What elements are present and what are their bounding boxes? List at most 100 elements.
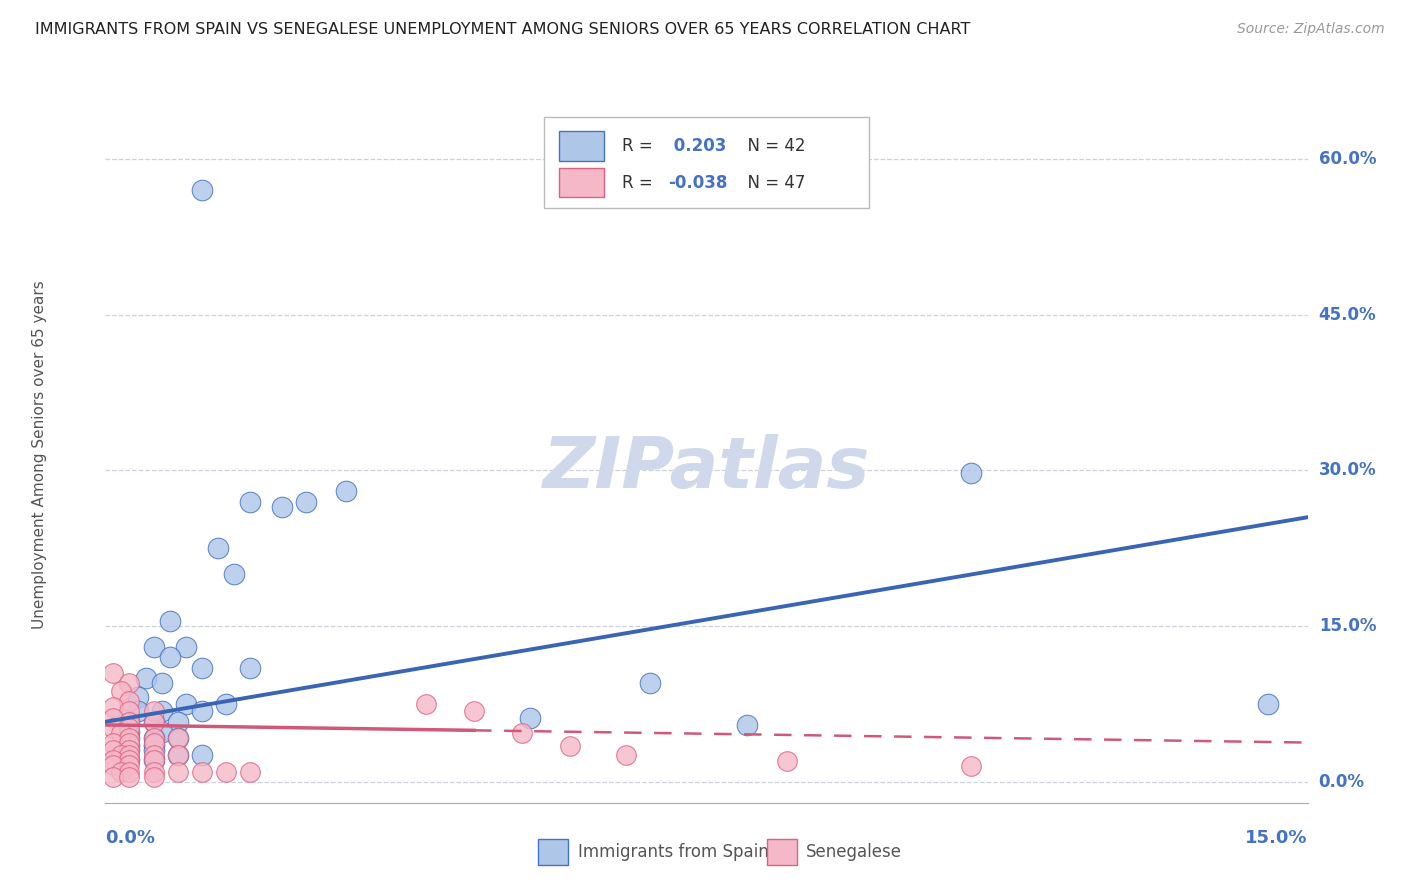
Point (118, 770, 141, 784)
Point (166, 714, 188, 729)
Point (190, 747, 212, 762)
Point (207, 541, 229, 556)
Point (166, 747, 188, 762)
Point (159, 650, 181, 665)
Point (110, 726, 132, 740)
Point (118, 721, 141, 735)
Point (118, 725, 141, 739)
Point (166, 731, 188, 746)
Point (159, 614, 181, 628)
Point (142, 770, 165, 784)
Text: Immigrants from Spain: Immigrants from Spain (578, 843, 769, 861)
Point (127, 690, 149, 704)
Text: 60.0%: 60.0% (1319, 150, 1376, 168)
Point (103, 743, 125, 757)
Point (118, 743, 141, 757)
Point (118, 753, 141, 767)
Point (103, 758, 125, 772)
Point (776, 754, 799, 768)
Point (118, 743, 141, 757)
Text: Source: ZipAtlas.com: Source: ZipAtlas.com (1237, 22, 1385, 37)
Point (103, 770, 125, 784)
Point (142, 714, 165, 729)
Point (960, 759, 983, 773)
Point (142, 753, 165, 767)
Point (142, 705, 165, 719)
Point (239, 764, 262, 779)
Point (118, 747, 141, 762)
Point (270, 500, 292, 514)
Point (190, 764, 212, 779)
Point (118, 735, 141, 749)
Point (118, 694, 141, 708)
Point (150, 705, 173, 719)
Point (560, 739, 582, 753)
Point (118, 705, 141, 719)
FancyBboxPatch shape (544, 118, 869, 208)
Point (190, 661, 212, 675)
Point (239, 661, 262, 675)
Point (118, 714, 141, 729)
Point (519, 711, 541, 725)
Point (174, 697, 197, 711)
Point (190, 183, 212, 197)
Point (463, 705, 485, 719)
Point (118, 714, 141, 729)
Text: 0.203: 0.203 (668, 137, 727, 155)
Point (150, 725, 173, 739)
Point (118, 758, 141, 772)
Point (110, 764, 132, 779)
Point (960, 466, 983, 480)
Bar (558, 169, 605, 197)
Text: 30.0%: 30.0% (1319, 461, 1376, 480)
Point (166, 747, 188, 762)
Point (166, 731, 188, 746)
Point (103, 711, 125, 725)
Point (335, 484, 357, 499)
Point (174, 640, 197, 654)
Bar (558, 131, 605, 161)
Point (510, 726, 533, 740)
Point (103, 665, 125, 680)
Text: Senegalese: Senegalese (806, 843, 903, 861)
Point (135, 671, 157, 685)
Point (103, 721, 125, 735)
Point (142, 747, 165, 762)
Point (110, 747, 132, 762)
Point (127, 705, 149, 719)
Text: 45.0%: 45.0% (1319, 306, 1376, 324)
Text: 15.0%: 15.0% (1246, 829, 1308, 847)
Point (142, 731, 165, 746)
Point (118, 738, 141, 752)
Point (640, 676, 662, 690)
Text: R =: R = (623, 174, 658, 192)
Text: Unemployment Among Seniors over 65 years: Unemployment Among Seniors over 65 years (32, 281, 46, 629)
Point (110, 683, 132, 698)
Text: N = 47: N = 47 (737, 174, 806, 192)
Point (118, 731, 141, 746)
Point (142, 753, 165, 767)
Text: R =: R = (623, 137, 658, 155)
Point (1257, 697, 1279, 711)
Point (190, 705, 212, 719)
Point (103, 700, 125, 714)
Point (239, 494, 262, 508)
Point (142, 735, 165, 749)
Point (214, 697, 236, 711)
Point (142, 714, 165, 729)
Point (214, 764, 236, 779)
Text: ZIPatlas: ZIPatlas (543, 434, 870, 503)
Text: 15.0%: 15.0% (1319, 617, 1376, 635)
Point (142, 738, 165, 752)
Point (142, 640, 165, 654)
Bar (538, 839, 568, 865)
Point (118, 753, 141, 767)
Point (118, 676, 141, 690)
Point (166, 764, 188, 779)
Point (142, 731, 165, 746)
Point (616, 747, 638, 762)
Point (103, 753, 125, 767)
Point (222, 567, 245, 582)
Point (142, 764, 165, 779)
Point (295, 494, 318, 508)
